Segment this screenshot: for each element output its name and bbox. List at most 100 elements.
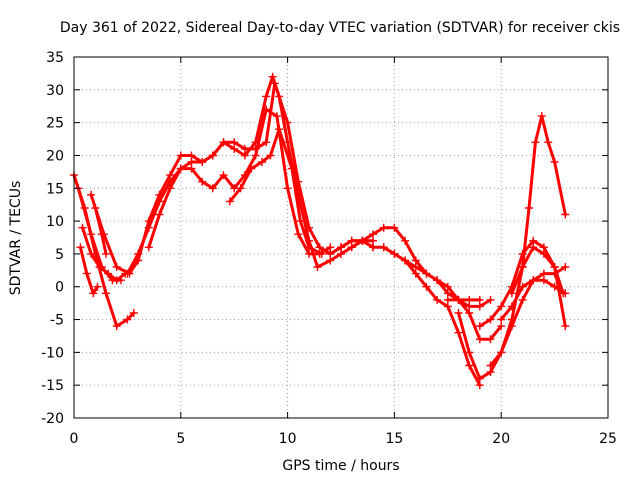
data-point: [486, 315, 495, 324]
y-tick-label: 30: [46, 83, 64, 99]
data-point: [326, 249, 335, 258]
data-point: [93, 282, 102, 291]
data-point: [537, 112, 546, 121]
data-point: [176, 151, 185, 160]
data-point: [87, 249, 96, 258]
data-point: [550, 158, 559, 166]
data-point: [198, 158, 207, 166]
data-point: [112, 322, 121, 331]
data-point: [433, 295, 442, 304]
series-sat-l: [379, 243, 484, 390]
data-point: [230, 144, 239, 153]
data-point: [454, 309, 463, 317]
data-point: [465, 361, 474, 370]
data-point: [454, 295, 463, 304]
data-point: [465, 295, 474, 304]
data-point: [507, 289, 516, 298]
data-point: [561, 210, 570, 219]
data-point: [155, 197, 164, 206]
y-axis-label: SDTVAR / TECUs: [8, 181, 24, 296]
x-tick-label: 15: [385, 431, 403, 447]
data-point: [433, 276, 442, 285]
data-point: [443, 295, 452, 304]
data-point: [465, 348, 474, 357]
data-point: [240, 151, 249, 160]
data-point: [95, 263, 104, 271]
data-point: [390, 249, 399, 258]
data-point: [129, 309, 138, 317]
data-point: [296, 217, 305, 226]
data-point: [518, 295, 527, 304]
data-point: [486, 295, 495, 304]
data-point: [422, 282, 431, 291]
x-tick-label: 0: [70, 431, 79, 447]
data-point: [134, 249, 143, 258]
data-point: [236, 184, 245, 193]
data-point: [401, 236, 410, 245]
x-axis-label: GPS time / hours: [282, 458, 399, 474]
data-point: [219, 171, 228, 180]
data-point: [497, 315, 506, 324]
series-sat-d: [76, 243, 102, 298]
y-tick-label: 10: [46, 214, 64, 230]
y-tick-label: -10: [41, 345, 64, 361]
data-point: [369, 243, 377, 252]
series-line: [382, 245, 482, 387]
data-point: [251, 151, 260, 160]
data-point: [561, 263, 570, 271]
data-point: [275, 125, 284, 134]
data-point: [518, 249, 527, 258]
data-point: [112, 263, 121, 271]
data-point: [87, 230, 96, 239]
data-point: [507, 322, 516, 331]
y-tick-label: 25: [46, 116, 64, 132]
data-point: [78, 223, 87, 232]
series-sat-q: [507, 243, 568, 298]
data-point: [317, 249, 326, 258]
data-point: [379, 243, 388, 252]
data-point: [497, 302, 506, 311]
data-point: [262, 92, 271, 101]
y-tick-label: 15: [46, 181, 64, 197]
data-point: [144, 243, 153, 252]
data-point: [262, 105, 271, 114]
data-point: [166, 184, 175, 193]
data-point: [531, 138, 540, 147]
data-point: [144, 223, 153, 232]
data-point: [529, 243, 538, 252]
data-point: [497, 348, 506, 357]
series-sat-c: [78, 223, 130, 285]
data-point: [559, 289, 568, 298]
data-point: [313, 263, 322, 271]
data-point: [411, 256, 420, 265]
series-line: [81, 226, 127, 282]
data-point: [258, 158, 266, 166]
data-point: [369, 230, 377, 239]
data-point: [475, 295, 484, 304]
y-tick-label: -20: [41, 411, 64, 427]
data-point: [379, 223, 388, 232]
data-point: [272, 112, 281, 121]
chart-title: Day 361 of 2022, Sidereal Day-to-day VTE…: [60, 20, 620, 36]
data-point: [529, 276, 538, 285]
x-tick-label: 5: [176, 431, 185, 447]
data-point: [268, 72, 277, 81]
x-tick-label: 10: [279, 431, 297, 447]
data-point: [411, 269, 420, 278]
data-point: [525, 204, 533, 212]
y-tick-label: 20: [46, 148, 64, 164]
series-line: [147, 108, 332, 256]
data-point: [544, 138, 553, 147]
data-point: [337, 243, 345, 252]
data-point: [518, 282, 527, 291]
data-point: [262, 138, 271, 147]
data-point: [315, 243, 324, 252]
x-tick-label: 25: [599, 431, 617, 447]
data-point: [275, 92, 284, 101]
data-point: [401, 256, 410, 265]
data-point: [539, 276, 548, 285]
axis-ticks: 0 5 10 15 20 25 -20 -15 -10 -5 0 5 10 15 20 25 30 35: [41, 50, 617, 447]
data-point: [294, 230, 303, 239]
y-tick-label: 0: [55, 280, 64, 296]
